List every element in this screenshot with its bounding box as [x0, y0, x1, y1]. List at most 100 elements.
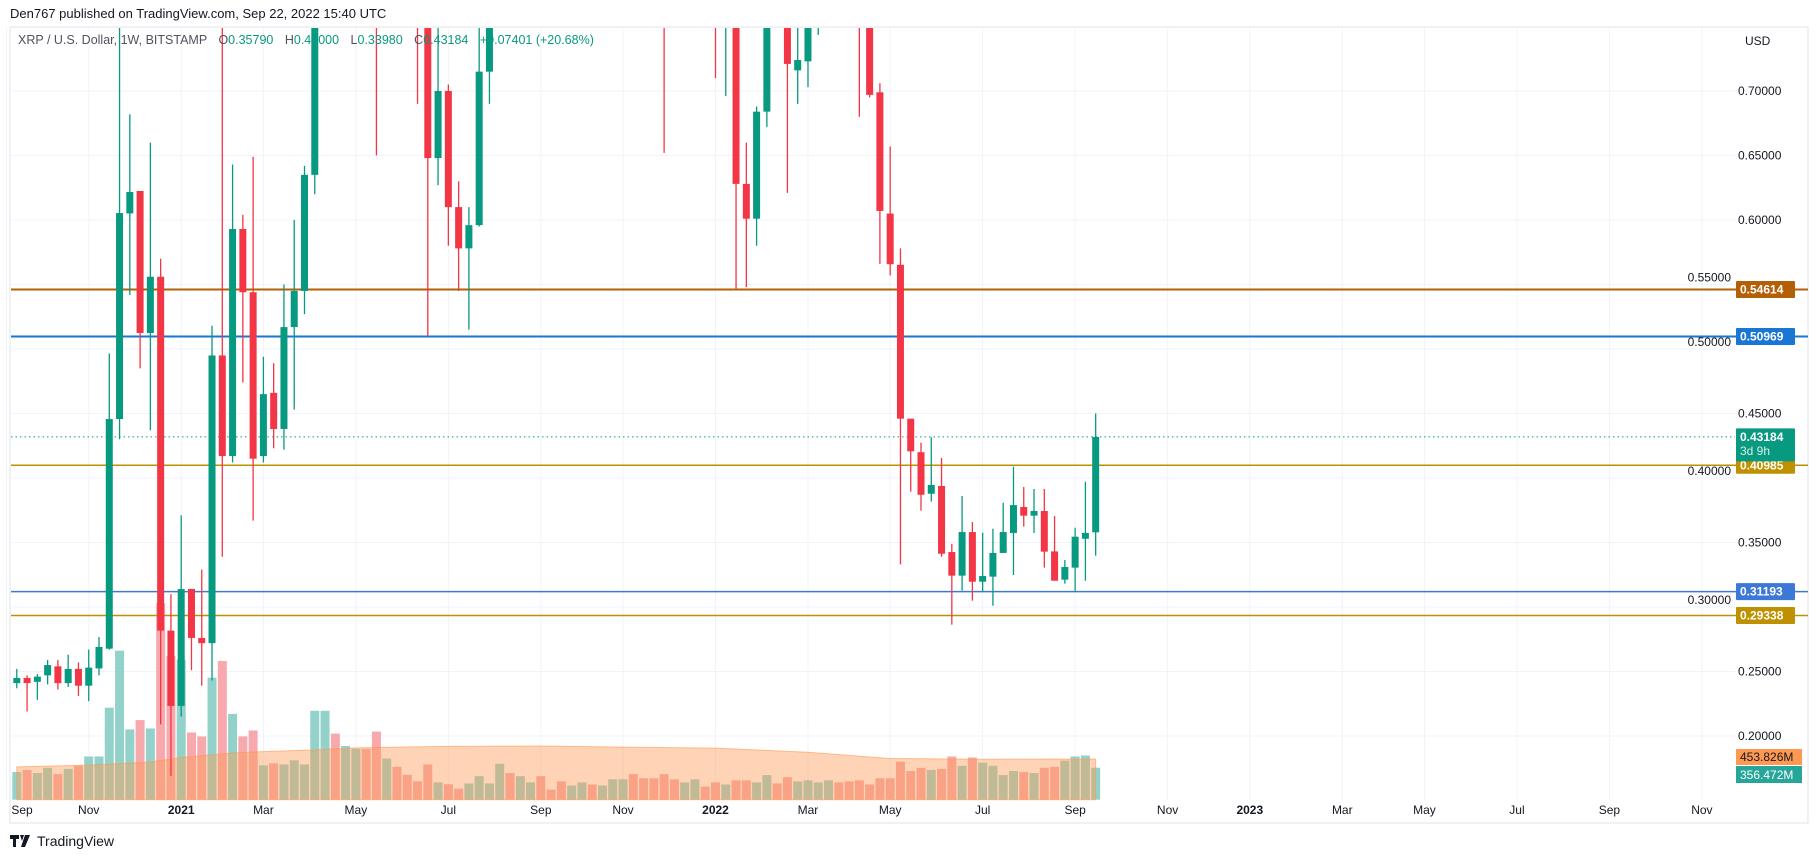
price-axis[interactable]: 0.20000 0.25000 0.30000 0.35000 0.40000 0.450…: [1688, 34, 1802, 783]
y-tick-label: 0.60000: [1738, 213, 1782, 227]
volume-bar: [464, 783, 474, 800]
volume-bar: [258, 765, 268, 800]
volume-bar: [649, 778, 659, 800]
symbol-title[interactable]: XRP / U.S. Dollar, 1W, BITSTAMP: [18, 33, 207, 47]
candle-body: [1081, 532, 1089, 539]
last-price-tag-countdown: 3d 9h: [1740, 444, 1770, 458]
volume-bar: [608, 779, 618, 800]
volume-bar: [310, 710, 320, 800]
candle-body: [249, 292, 257, 459]
x-tick-label: Mar: [253, 803, 274, 817]
candles: [13, 28, 1100, 776]
volume-bar: [402, 774, 412, 800]
candle-body: [1020, 507, 1028, 516]
candle-body: [866, 28, 874, 95]
candle-body: [290, 290, 298, 328]
candle-body: [968, 532, 976, 582]
low-value: 0.33980: [357, 33, 403, 47]
volume-bar: [628, 774, 638, 800]
volume-bar: [176, 659, 186, 800]
candle-body: [270, 392, 278, 429]
volume-bar: [967, 757, 977, 800]
horizontal-levels[interactable]: [11, 288, 1808, 617]
volume-bar: [207, 677, 217, 800]
volume-bar: [361, 748, 371, 800]
time-axis[interactable]: Sep Nov 2021 Mar May Jul Sep Nov 2022 Mar May Jul Se…: [11, 803, 1712, 817]
y-tick-label: 0.65000: [1738, 149, 1782, 163]
volume-bar: [854, 780, 864, 800]
candle-body: [1040, 511, 1048, 552]
volume-bar: [659, 774, 669, 800]
candle-body: [896, 264, 904, 419]
high-label: H: [284, 33, 294, 47]
volume-bar: [32, 773, 42, 800]
candle-body: [1030, 511, 1038, 516]
candle-body: [33, 676, 41, 682]
x-tick-label: Jul: [441, 803, 456, 817]
volume-last-tag-bg: [1736, 766, 1802, 783]
candle-body: [979, 576, 987, 582]
published-header: Den767 published on TradingView.com, Sep…: [10, 6, 387, 21]
y-tick-label: 0.30000: [1688, 593, 1732, 607]
volume-bar: [135, 720, 145, 800]
volume-bar: [865, 784, 875, 800]
volume-bar: [834, 782, 844, 800]
volume-bar: [803, 780, 813, 800]
currency-label: USD: [1745, 34, 1771, 48]
volume-bar: [1060, 760, 1070, 800]
change-value: +0.07401 (+20.68%): [479, 33, 594, 47]
volume-bar: [515, 776, 525, 800]
volume-bar: [813, 782, 823, 800]
low-label: L: [350, 33, 358, 47]
x-tick-label: May: [345, 803, 368, 817]
volume-bar: [536, 776, 546, 800]
candle-body: [126, 192, 134, 214]
candle-body: [424, 28, 432, 159]
volume-bar: [978, 762, 988, 800]
candle-body: [280, 327, 288, 429]
volume-bar: [413, 781, 423, 800]
volume-bar: [546, 789, 556, 800]
candle-body: [455, 207, 463, 249]
volume-bar: [505, 773, 515, 800]
volume-bar: [1050, 766, 1060, 800]
volume-bar: [587, 784, 597, 800]
volume-bar: [947, 756, 957, 800]
volume-bar: [700, 786, 710, 800]
candle-body: [753, 111, 761, 219]
x-tick-label: Sep: [1064, 803, 1086, 817]
candle-body: [886, 213, 894, 265]
volume-bar: [351, 748, 361, 800]
volume-bar: [320, 710, 330, 800]
candle-body: [105, 419, 113, 649]
volume-bar: [875, 778, 885, 800]
volume-bar: [937, 768, 947, 800]
volume-bar: [957, 765, 967, 800]
volume-bar: [690, 779, 700, 800]
tradingview-logo[interactable]: TradingView: [10, 833, 114, 849]
candle-body: [1061, 567, 1069, 580]
volume-bar: [597, 785, 607, 800]
x-tick-label: Sep: [1599, 803, 1621, 817]
close-value: 0.43184: [423, 33, 469, 47]
candle-body: [989, 552, 997, 577]
candle-body: [783, 28, 791, 64]
candle-body: [146, 276, 154, 334]
volume-bar: [228, 713, 238, 800]
volume-bar: [186, 732, 196, 800]
volume-bar: [392, 766, 402, 800]
candle-body: [239, 229, 247, 293]
volume-bar: [248, 730, 258, 800]
level-price-tag-bg: [1736, 607, 1795, 625]
volume-bar: [752, 782, 762, 800]
y-tick-label: 0.45000: [1738, 407, 1782, 421]
volume-bar: [145, 728, 155, 800]
x-tick-label: Nov: [1691, 803, 1712, 817]
volume-bar: [741, 780, 751, 800]
brand-name: TradingView: [37, 833, 115, 849]
volume-bar: [998, 775, 1008, 800]
candle-body: [64, 668, 72, 684]
candle-body: [187, 588, 195, 638]
level-price-tag-bg: [1736, 583, 1795, 601]
